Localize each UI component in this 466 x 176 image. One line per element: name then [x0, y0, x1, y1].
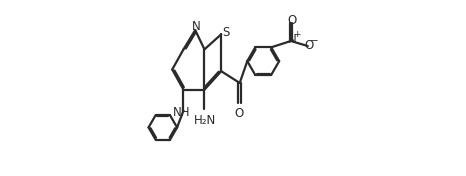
Text: +: + [293, 30, 301, 39]
Text: O: O [305, 39, 314, 52]
Text: H₂N: H₂N [194, 114, 216, 127]
Text: N: N [192, 20, 201, 33]
Text: NH: NH [173, 105, 190, 118]
Text: O: O [234, 107, 244, 120]
Text: S: S [223, 26, 230, 39]
Text: O: O [288, 14, 297, 27]
Text: N: N [288, 33, 297, 46]
Text: −: − [310, 36, 318, 46]
